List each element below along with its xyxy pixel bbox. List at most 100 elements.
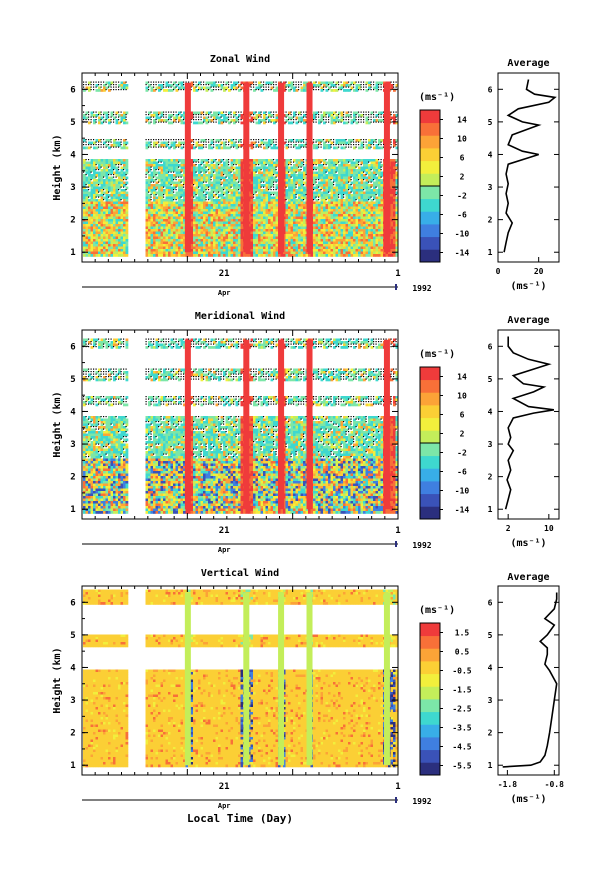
y-tick-label: 6 bbox=[70, 342, 75, 352]
colorbar-tick-label: -14 bbox=[455, 249, 470, 258]
colorbar-unit: (ms⁻¹) bbox=[419, 349, 455, 360]
y-tick-label: 4 bbox=[70, 407, 76, 417]
colorbar-swatch bbox=[420, 737, 440, 750]
colorbar-swatch bbox=[420, 481, 440, 494]
colorbar-tick-label: -0.5 bbox=[452, 667, 471, 676]
y-tick-label: 1 bbox=[70, 248, 75, 258]
colorbar-swatch bbox=[420, 750, 440, 763]
heatmap-spike bbox=[243, 593, 249, 766]
colorbar-swatch bbox=[420, 443, 440, 456]
y-axis-label: Height (km) bbox=[51, 391, 63, 457]
colorbar-swatch bbox=[420, 661, 440, 674]
average-y-tick-label: 2 bbox=[488, 729, 493, 738]
y-tick-label: 1 bbox=[70, 761, 75, 771]
month-label: Apr bbox=[218, 802, 231, 810]
colorbar-tick-label: -6 bbox=[457, 468, 467, 477]
colorbar-tick-label: -10 bbox=[455, 230, 470, 239]
colorbar: (ms⁻¹)1.50.5-0.5-1.5-2.5-3.5-4.5-5.5 bbox=[419, 605, 472, 775]
panel-title: Meridional Wind bbox=[195, 310, 285, 322]
average-y-tick-label: 6 bbox=[488, 342, 493, 351]
colorbar-swatch bbox=[420, 199, 440, 212]
colorbar-swatch bbox=[420, 380, 440, 393]
average-x-tick-label: -0.8 bbox=[545, 780, 564, 789]
colorbar-swatch bbox=[420, 110, 440, 123]
average-title: Average bbox=[507, 315, 549, 326]
colorbar-tick-label: 6 bbox=[460, 411, 465, 420]
average-y-tick-label: 1 bbox=[488, 505, 493, 514]
average-x-tick-label: 10 bbox=[544, 524, 554, 533]
average-y-tick-label: 5 bbox=[488, 631, 493, 640]
colorbar-swatch bbox=[420, 699, 440, 712]
heatmap-spike bbox=[278, 340, 284, 509]
colorbar-tick-label: -2 bbox=[457, 449, 467, 458]
average-x-tick-label: -1.8 bbox=[498, 780, 517, 789]
heatmap-cells bbox=[83, 82, 398, 257]
colorbar-swatch bbox=[420, 249, 440, 262]
y-tick-label: 2 bbox=[70, 216, 75, 226]
colorbar-swatch bbox=[420, 636, 440, 649]
y-tick-label: 5 bbox=[70, 375, 75, 385]
colorbar-swatch bbox=[420, 494, 440, 507]
y-axis-label: Height (km) bbox=[51, 647, 63, 713]
colorbar-tick-label: -6 bbox=[457, 211, 467, 220]
x-tick-label: 21 bbox=[219, 269, 230, 279]
year-label: 1992 bbox=[412, 797, 431, 806]
average-y-tick-label: 1 bbox=[488, 248, 493, 257]
colorbar-swatch bbox=[420, 623, 440, 636]
colorbar-swatch bbox=[420, 418, 440, 431]
heatmap-spike bbox=[384, 593, 390, 766]
x-tick-label: 1 bbox=[395, 782, 400, 792]
panel-title: Vertical Wind bbox=[201, 567, 279, 579]
colorbar-tick-label: 6 bbox=[460, 154, 465, 163]
colorbar-swatch bbox=[420, 135, 440, 148]
colorbar-swatch bbox=[420, 712, 440, 725]
colorbar-swatch bbox=[420, 186, 440, 199]
colorbar-swatch bbox=[420, 648, 440, 661]
heatmap-spike bbox=[384, 83, 390, 252]
colorbar-tick-label: 2 bbox=[460, 430, 465, 439]
y-axis-label: Height (km) bbox=[51, 134, 63, 200]
colorbar-tick-label: -10 bbox=[455, 487, 470, 496]
average-y-tick-label: 6 bbox=[488, 598, 493, 607]
colorbar-tick-label: 10 bbox=[457, 135, 467, 144]
colorbar-swatch bbox=[420, 148, 440, 161]
year-label: 1992 bbox=[412, 284, 431, 293]
colorbar-swatch bbox=[420, 161, 440, 174]
colorbar-swatch bbox=[420, 506, 440, 519]
colorbar-swatch bbox=[420, 211, 440, 224]
y-tick-label: 2 bbox=[70, 729, 75, 739]
y-tick-label: 1 bbox=[70, 505, 75, 515]
colorbar-tick-label: -2 bbox=[457, 192, 467, 201]
average-y-tick-label: 5 bbox=[488, 118, 493, 127]
y-tick-label: 3 bbox=[70, 183, 75, 193]
colorbar-swatch bbox=[420, 392, 440, 405]
heatmap-spike bbox=[185, 593, 191, 766]
x-tick-label: 1 bbox=[395, 269, 400, 279]
colorbar-tick-label: -5.5 bbox=[452, 762, 471, 771]
heatmap-spike bbox=[384, 340, 390, 509]
average-y-tick-label: 3 bbox=[488, 183, 493, 192]
average-y-tick-label: 4 bbox=[488, 663, 493, 672]
average-y-tick-label: 3 bbox=[488, 696, 493, 705]
colorbar-swatch bbox=[420, 224, 440, 237]
average-y-tick-label: 4 bbox=[488, 407, 493, 416]
colorbar-swatch bbox=[420, 173, 440, 186]
colorbar-swatch bbox=[420, 456, 440, 469]
colorbar-swatch bbox=[420, 405, 440, 418]
average-x-label: (ms⁻¹) bbox=[510, 794, 546, 805]
average-x-tick-label: 0 bbox=[496, 267, 501, 276]
panel-title: Zonal Wind bbox=[210, 53, 270, 65]
average-x-label: (ms⁻¹) bbox=[510, 281, 546, 292]
x-tick-label: 21 bbox=[219, 526, 230, 536]
y-tick-label: 2 bbox=[70, 473, 75, 483]
colorbar-tick-label: 1.5 bbox=[455, 629, 470, 638]
average-y-tick-label: 6 bbox=[488, 85, 493, 94]
y-tick-label: 4 bbox=[70, 150, 76, 160]
y-tick-label: 5 bbox=[70, 631, 75, 641]
